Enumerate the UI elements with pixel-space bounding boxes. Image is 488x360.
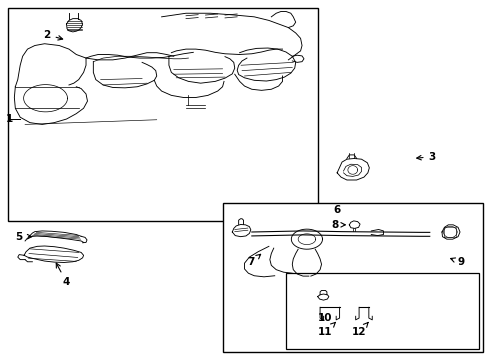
- Text: 4: 4: [56, 263, 70, 287]
- Text: 12: 12: [351, 322, 367, 337]
- Text: 9: 9: [450, 257, 464, 267]
- Text: 1: 1: [5, 114, 13, 124]
- Text: 8: 8: [330, 220, 345, 230]
- Bar: [222, 203, 483, 352]
- Bar: [8, 8, 317, 221]
- Bar: [285, 273, 478, 348]
- Text: 6: 6: [333, 206, 340, 216]
- Text: 2: 2: [43, 30, 62, 40]
- Text: 7: 7: [246, 254, 260, 267]
- Text: 5: 5: [16, 232, 32, 242]
- Text: 10: 10: [317, 313, 331, 323]
- Text: 11: 11: [317, 323, 335, 337]
- Text: 3: 3: [416, 152, 435, 162]
